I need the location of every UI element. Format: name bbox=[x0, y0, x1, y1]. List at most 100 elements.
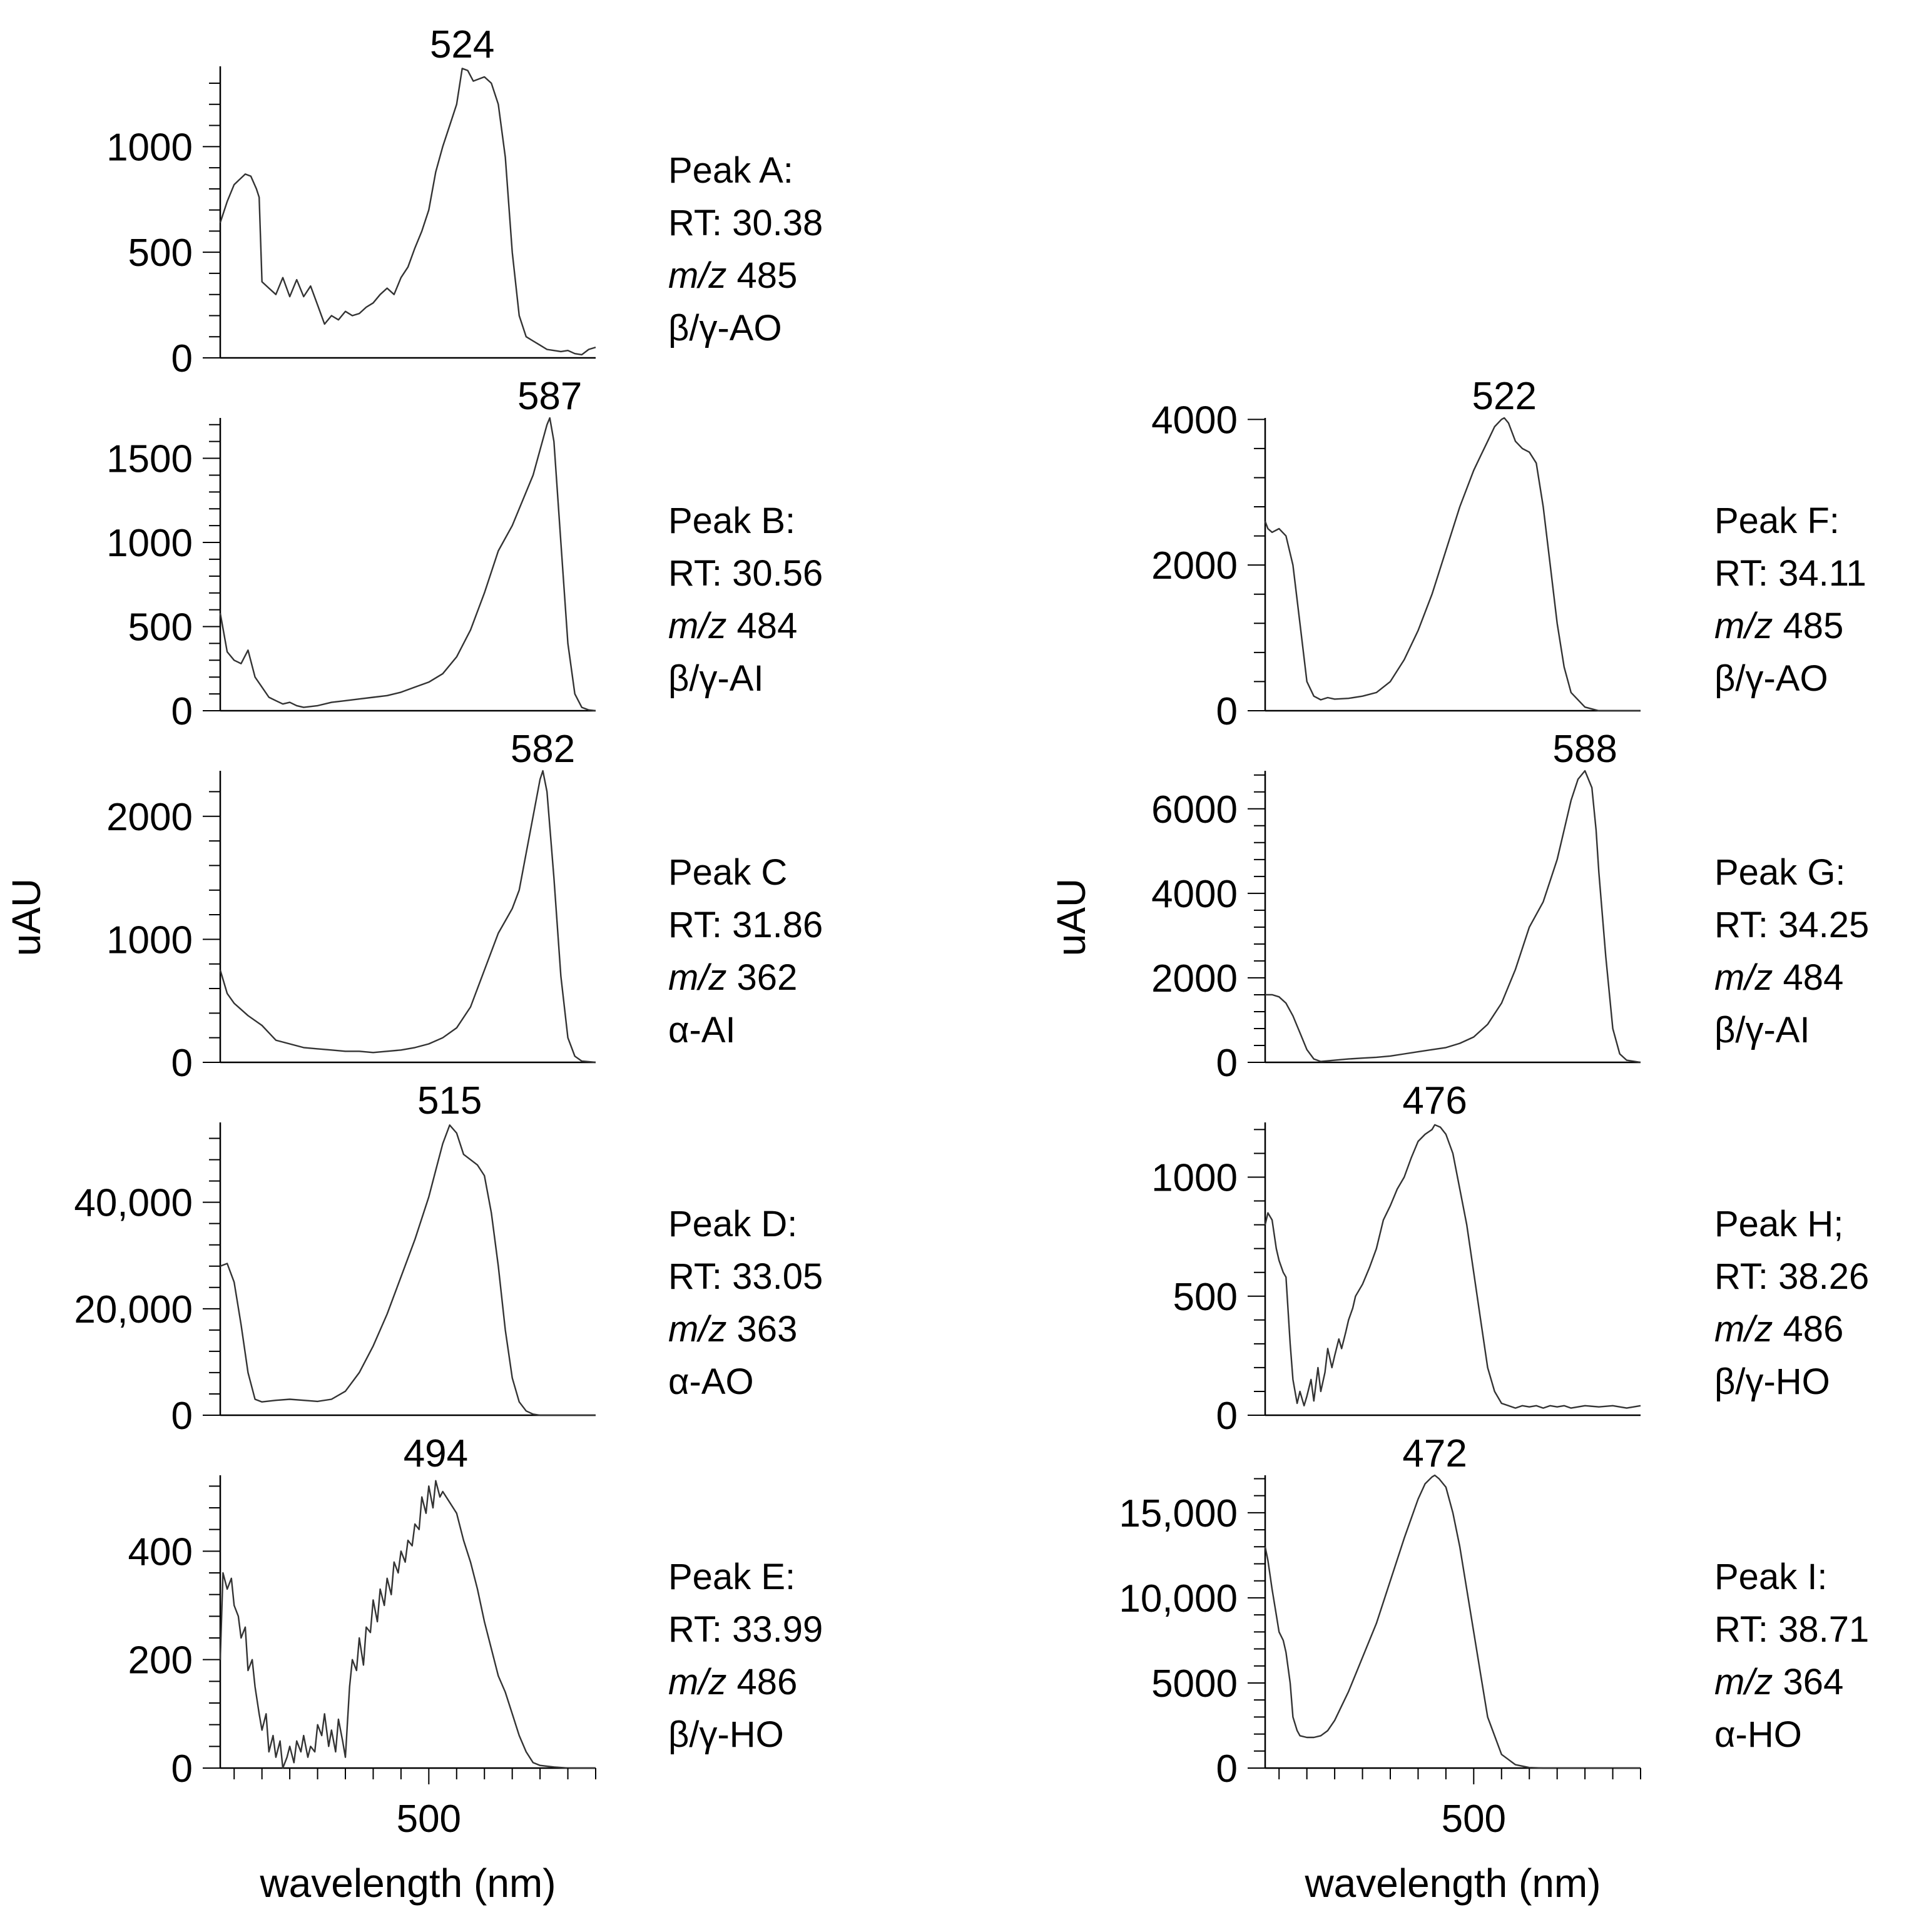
x-axis-title: wavelength (nm) bbox=[1304, 1861, 1601, 1906]
x-tick-label: 500 bbox=[1442, 1797, 1506, 1841]
panel-d: 0 20,000 40,000 515 Peak D: RT: 33.05 m/z 363 α… bbox=[74, 1079, 823, 1438]
y-tick-label: 10,000 bbox=[1119, 1577, 1238, 1620]
y-tick-label: 500 bbox=[128, 606, 193, 649]
y-tick-label: 1500 bbox=[106, 438, 193, 481]
peak-wavelength-label: 524 bbox=[430, 23, 494, 66]
panel-h: 0 500 1000 476 Peak H; RT: 38.26 m/z 486 β/γ-HO bbox=[1151, 1079, 1869, 1438]
y-tick-label: 6000 bbox=[1151, 788, 1238, 831]
peak-wavelength-label: 494 bbox=[404, 1432, 468, 1475]
peak-info-line: RT: 30.38 bbox=[668, 203, 823, 243]
peak-info-line: m/z 363 bbox=[668, 1309, 797, 1350]
peak-info-line: m/z 486 bbox=[1714, 1309, 1843, 1350]
y-tick-label: 2000 bbox=[1151, 957, 1238, 1000]
peak-info-line: RT: 34.25 bbox=[1714, 905, 1869, 945]
y-tick-label: 0 bbox=[171, 337, 193, 380]
peak-wavelength-label: 522 bbox=[1472, 375, 1536, 418]
y-tick-label: 5000 bbox=[1151, 1662, 1238, 1706]
peak-wavelength-label: 582 bbox=[511, 728, 575, 771]
y-tick-label: 20,000 bbox=[74, 1288, 193, 1331]
y-tick-label: 1000 bbox=[106, 126, 193, 169]
y-tick-label: 4000 bbox=[1151, 873, 1238, 916]
y-tick-label: 1000 bbox=[1151, 1157, 1238, 1200]
y-tick-label: 1000 bbox=[106, 522, 193, 565]
spectrum-line-e bbox=[219, 1480, 596, 1769]
peak-wavelength-label: 472 bbox=[1402, 1432, 1467, 1475]
y-tick-label: 0 bbox=[171, 690, 193, 733]
peak-info-line: m/z 485 bbox=[668, 255, 797, 296]
peak-info-line: RT: 33.05 bbox=[668, 1256, 823, 1297]
peak-info-line: m/z 486 bbox=[668, 1662, 797, 1702]
peak-info-line: Peak F: bbox=[1714, 501, 1840, 541]
peak-info-line: Peak G: bbox=[1714, 852, 1846, 893]
panel-i: 0 5000 10,000 15,000 472 Peak I: RT: 38.71 m/z … bbox=[1119, 1432, 1869, 1906]
y-tick-label: 0 bbox=[171, 1042, 193, 1085]
peak-info-line: α-HO bbox=[1714, 1714, 1802, 1755]
y-tick-label: 0 bbox=[1216, 1042, 1238, 1085]
y-tick-label: 0 bbox=[171, 1395, 193, 1438]
panel-a: 0 500 1000 524 Peak A: RT: 30.38 m/z 485 β/γ-AO bbox=[106, 23, 823, 380]
y-tick-label: 4000 bbox=[1151, 399, 1238, 442]
y-tick-label: 400 bbox=[128, 1530, 193, 1574]
peak-info-line: Peak B: bbox=[668, 501, 795, 541]
spectrum-line-g bbox=[1265, 770, 1641, 1064]
spectrum-line-c bbox=[219, 770, 596, 1064]
peak-wavelength-label: 476 bbox=[1402, 1079, 1467, 1122]
y-tick-label: 2000 bbox=[1151, 544, 1238, 587]
peak-info-line: Peak C bbox=[668, 852, 787, 893]
peak-info-line: m/z 484 bbox=[668, 606, 797, 646]
peak-info-line: RT: 38.26 bbox=[1714, 1256, 1869, 1297]
y-axis-title: uAU bbox=[4, 878, 49, 957]
peak-info-line: β/γ-AO bbox=[668, 308, 782, 348]
spectrum-line-a bbox=[219, 68, 596, 356]
peak-info-line: Peak A: bbox=[668, 150, 793, 191]
peak-info-line: β/γ-AO bbox=[1714, 658, 1828, 699]
x-tick-label: 500 bbox=[397, 1797, 461, 1841]
peak-info-line: m/z 485 bbox=[1714, 606, 1843, 646]
y-tick-label: 0 bbox=[1216, 1747, 1238, 1791]
peak-info-line: RT: 31.86 bbox=[668, 905, 823, 945]
spectrum-line-h bbox=[1264, 1124, 1641, 1409]
panel-c: 0 1000 2000 582 Peak C RT: 31.86 m/z 362 α-AI bbox=[106, 728, 823, 1085]
y-tick-label: 0 bbox=[171, 1747, 193, 1791]
peak-info-line: RT: 30.56 bbox=[668, 553, 823, 594]
spectrum-line-i bbox=[1264, 1474, 1641, 1769]
peak-wavelength-label: 515 bbox=[417, 1079, 482, 1122]
peak-info-line: m/z 362 bbox=[668, 957, 797, 998]
peak-info-line: Peak E: bbox=[668, 1557, 795, 1597]
y-tick-label: 1000 bbox=[106, 918, 193, 962]
panel-e: 0 200 400 494 Peak E: RT: 33.99 m/z 486 β/γ-HO 5… bbox=[128, 1432, 823, 1906]
peak-info-line: RT: 38.71 bbox=[1714, 1609, 1869, 1650]
y-axis-title: uAU bbox=[1049, 878, 1094, 957]
peak-info-line: β/γ-AI bbox=[1714, 1010, 1810, 1050]
spectrum-line-b bbox=[219, 417, 596, 712]
peak-wavelength-label: 587 bbox=[517, 375, 582, 418]
y-tick-label: 500 bbox=[128, 231, 193, 275]
peak-info-line: α-AI bbox=[668, 1010, 736, 1050]
x-axis-title: wavelength (nm) bbox=[259, 1861, 556, 1906]
panel-f: 0 2000 4000 522 Peak F: RT: 34.11 m/z 485 β/γ-A… bbox=[1151, 375, 1866, 733]
panel-b: 0 500 1000 1500 587 Peak B: RT: 30.56 m/z 484 β/… bbox=[106, 375, 823, 733]
y-tick-label: 40,000 bbox=[74, 1182, 193, 1225]
peak-info-line: m/z 484 bbox=[1714, 957, 1843, 998]
peak-info-line: RT: 33.99 bbox=[668, 1609, 823, 1650]
spectrum-line-f bbox=[1264, 417, 1641, 712]
peak-info-line: Peak D: bbox=[668, 1204, 797, 1244]
peak-info-line: Peak I: bbox=[1714, 1557, 1828, 1597]
peak-info-line: β/γ-AI bbox=[668, 658, 764, 699]
peak-wavelength-label: 588 bbox=[1552, 728, 1617, 771]
peak-info-line: RT: 34.11 bbox=[1714, 553, 1866, 594]
peak-info-line: α-AO bbox=[668, 1361, 754, 1402]
y-tick-label: 200 bbox=[128, 1639, 193, 1682]
peak-info-line: Peak H; bbox=[1714, 1204, 1843, 1244]
y-tick-label: 0 bbox=[1216, 1395, 1238, 1438]
y-tick-label: 0 bbox=[1216, 690, 1238, 733]
peak-info-line: β/γ-HO bbox=[1714, 1361, 1830, 1402]
y-tick-label: 500 bbox=[1173, 1276, 1238, 1319]
peak-info-line: m/z 364 bbox=[1714, 1662, 1843, 1702]
spectrum-line-d bbox=[220, 1124, 596, 1416]
y-tick-label: 15,000 bbox=[1119, 1492, 1238, 1535]
panel-g: 0 2000 4000 6000 588 Peak G: RT: 34.25 m/z 484 β… bbox=[1151, 728, 1869, 1085]
peak-info-line: β/γ-HO bbox=[668, 1714, 784, 1755]
y-tick-label: 2000 bbox=[106, 796, 193, 839]
